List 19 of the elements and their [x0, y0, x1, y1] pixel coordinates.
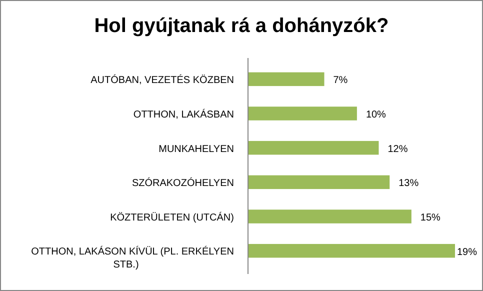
- data-label: 19%: [457, 246, 478, 258]
- data-label: 10%: [366, 110, 386, 120]
- bar: [248, 106, 357, 120]
- bar: [248, 210, 412, 224]
- data-label: 13%: [398, 178, 419, 190]
- y-tick-label: OTTHON, LAKÁSBAN: [133, 108, 234, 120]
- bar: [248, 72, 324, 86]
- data-label: 15%: [420, 212, 441, 224]
- y-tick-label: MUNKAHELYEN: [158, 144, 234, 155]
- y-tick-label: AUTÓBAN, VEZETÉS KÖZBEN: [90, 74, 234, 86]
- data-label: 7%: [333, 75, 348, 86]
- y-tick-label: KÖZTERÜLETEN (UTCÁN): [110, 212, 234, 224]
- data-label: 12%: [388, 144, 408, 155]
- y-tick-label: OTTHON, LAKÁSON KÍVÜL (PL. ERKÉLYEN STB.): [31, 245, 234, 270]
- y-tick-label: SZÓRAKOZÓHELYEN: [132, 177, 234, 190]
- chart-title: Hol gyújtanak rá a dohányzók?: [94, 15, 389, 37]
- bar: [248, 140, 379, 155]
- bar: [248, 175, 390, 190]
- bar: [248, 244, 455, 258]
